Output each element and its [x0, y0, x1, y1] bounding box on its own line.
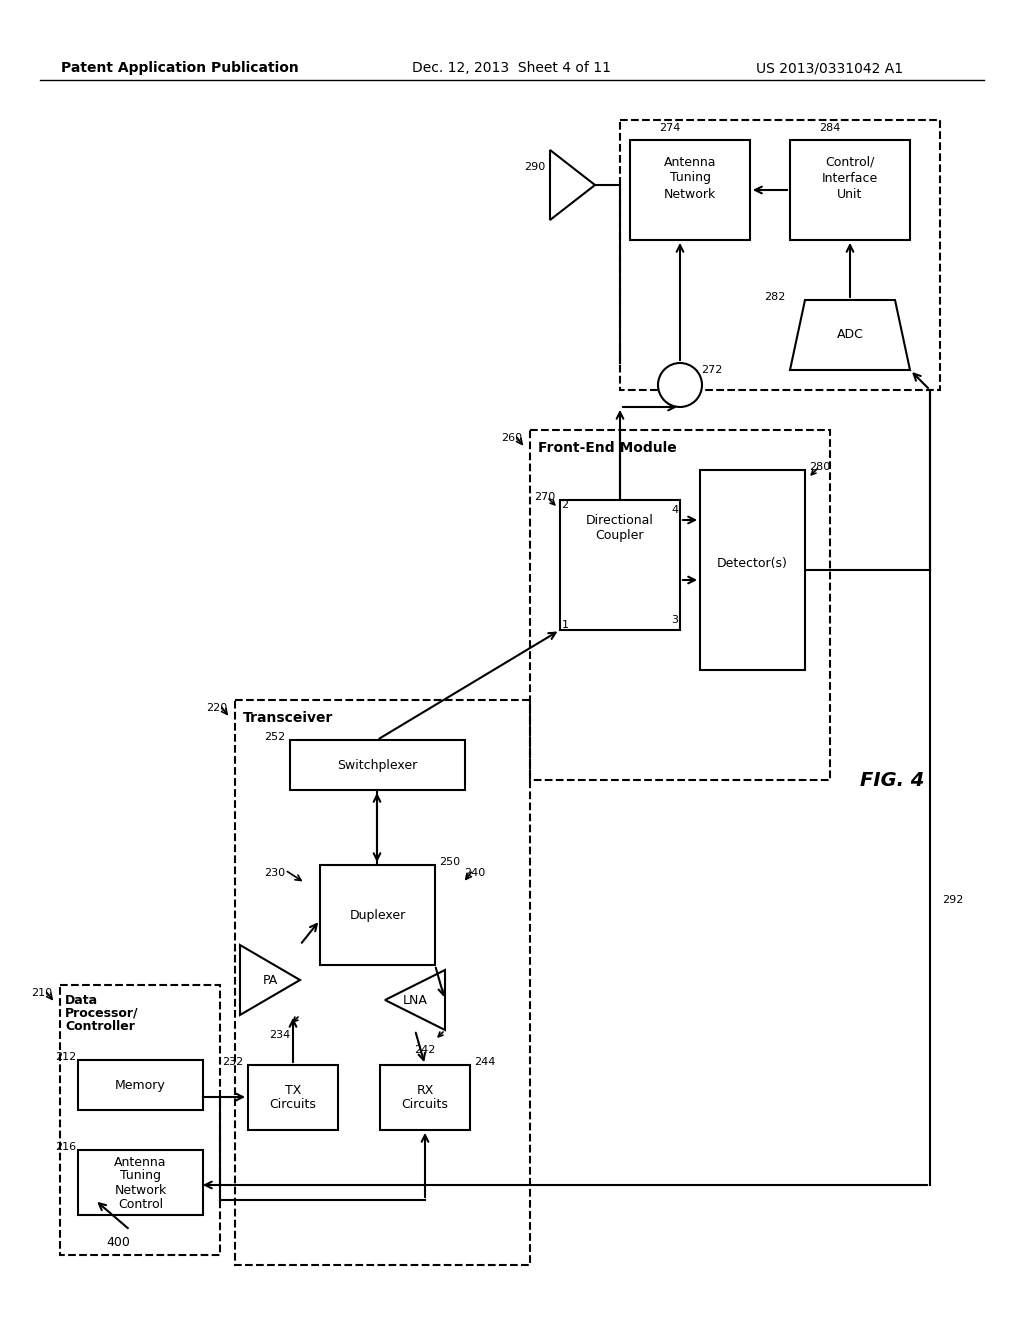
Text: Circuits: Circuits — [269, 1098, 316, 1111]
FancyBboxPatch shape — [319, 865, 435, 965]
Text: Memory: Memory — [115, 1078, 166, 1092]
Text: ADC: ADC — [837, 329, 863, 342]
Text: 216: 216 — [55, 1142, 77, 1152]
Text: 212: 212 — [55, 1052, 77, 1063]
Polygon shape — [790, 300, 910, 370]
Text: Front-End Module: Front-End Module — [538, 441, 677, 455]
Text: 400: 400 — [106, 1236, 130, 1249]
Text: Processor/: Processor/ — [65, 1006, 138, 1019]
Text: Interface: Interface — [822, 172, 879, 185]
Text: Tuning: Tuning — [670, 172, 711, 185]
Text: Network: Network — [664, 187, 716, 201]
Text: 240: 240 — [464, 869, 485, 878]
Text: FIG. 4: FIG. 4 — [860, 771, 925, 789]
Polygon shape — [240, 945, 300, 1015]
Text: Control: Control — [118, 1197, 163, 1210]
Polygon shape — [550, 150, 595, 220]
FancyBboxPatch shape — [380, 1065, 470, 1130]
Text: 250: 250 — [439, 857, 461, 867]
FancyBboxPatch shape — [78, 1150, 203, 1214]
Text: Coupler: Coupler — [596, 528, 644, 541]
Text: 290: 290 — [524, 162, 546, 172]
Circle shape — [658, 363, 702, 407]
Text: Unit: Unit — [838, 187, 862, 201]
Text: 234: 234 — [269, 1030, 291, 1040]
Text: RX: RX — [417, 1084, 434, 1097]
Text: TX: TX — [285, 1084, 301, 1097]
Text: 252: 252 — [264, 733, 286, 742]
FancyBboxPatch shape — [248, 1065, 338, 1130]
Text: Antenna: Antenna — [115, 1155, 167, 1168]
Text: Duplexer: Duplexer — [349, 908, 406, 921]
Text: Control/: Control/ — [825, 156, 874, 169]
Text: Patent Application Publication: Patent Application Publication — [61, 61, 299, 75]
Text: Controller: Controller — [65, 1019, 135, 1032]
Text: LNA: LNA — [402, 994, 427, 1006]
Text: 282: 282 — [764, 292, 785, 302]
Polygon shape — [385, 970, 445, 1030]
Text: 210: 210 — [32, 987, 52, 998]
FancyBboxPatch shape — [790, 140, 910, 240]
Text: 220: 220 — [207, 704, 227, 713]
Text: 232: 232 — [222, 1057, 244, 1067]
Text: 4: 4 — [672, 506, 679, 515]
Text: 3: 3 — [672, 615, 679, 624]
FancyBboxPatch shape — [290, 741, 465, 789]
Text: 292: 292 — [942, 895, 964, 906]
Text: Tuning: Tuning — [120, 1170, 161, 1183]
FancyBboxPatch shape — [560, 500, 680, 630]
FancyBboxPatch shape — [700, 470, 805, 671]
Text: Directional: Directional — [586, 513, 654, 527]
Text: 1: 1 — [561, 620, 568, 630]
Text: 270: 270 — [535, 492, 556, 502]
Text: Antenna: Antenna — [664, 156, 716, 169]
Text: C: C — [676, 379, 684, 392]
Text: Data: Data — [65, 994, 98, 1006]
FancyBboxPatch shape — [630, 140, 750, 240]
Text: Circuits: Circuits — [401, 1098, 449, 1111]
Text: 244: 244 — [474, 1057, 496, 1067]
Text: 280: 280 — [809, 462, 830, 473]
Text: Switchplexer: Switchplexer — [337, 759, 418, 771]
FancyBboxPatch shape — [78, 1060, 203, 1110]
Text: 274: 274 — [659, 123, 681, 133]
Text: 260: 260 — [502, 433, 522, 444]
Text: 272: 272 — [701, 366, 723, 375]
Text: 284: 284 — [819, 123, 841, 133]
Text: PA: PA — [262, 974, 278, 986]
Text: 230: 230 — [264, 869, 286, 878]
Text: 242: 242 — [415, 1045, 435, 1055]
Text: 2: 2 — [561, 500, 568, 510]
Text: US 2013/0331042 A1: US 2013/0331042 A1 — [757, 61, 903, 75]
Text: Network: Network — [115, 1184, 167, 1196]
Text: Dec. 12, 2013  Sheet 4 of 11: Dec. 12, 2013 Sheet 4 of 11 — [413, 61, 611, 75]
Text: Detector(s): Detector(s) — [717, 557, 787, 569]
Text: Transceiver: Transceiver — [243, 711, 334, 725]
